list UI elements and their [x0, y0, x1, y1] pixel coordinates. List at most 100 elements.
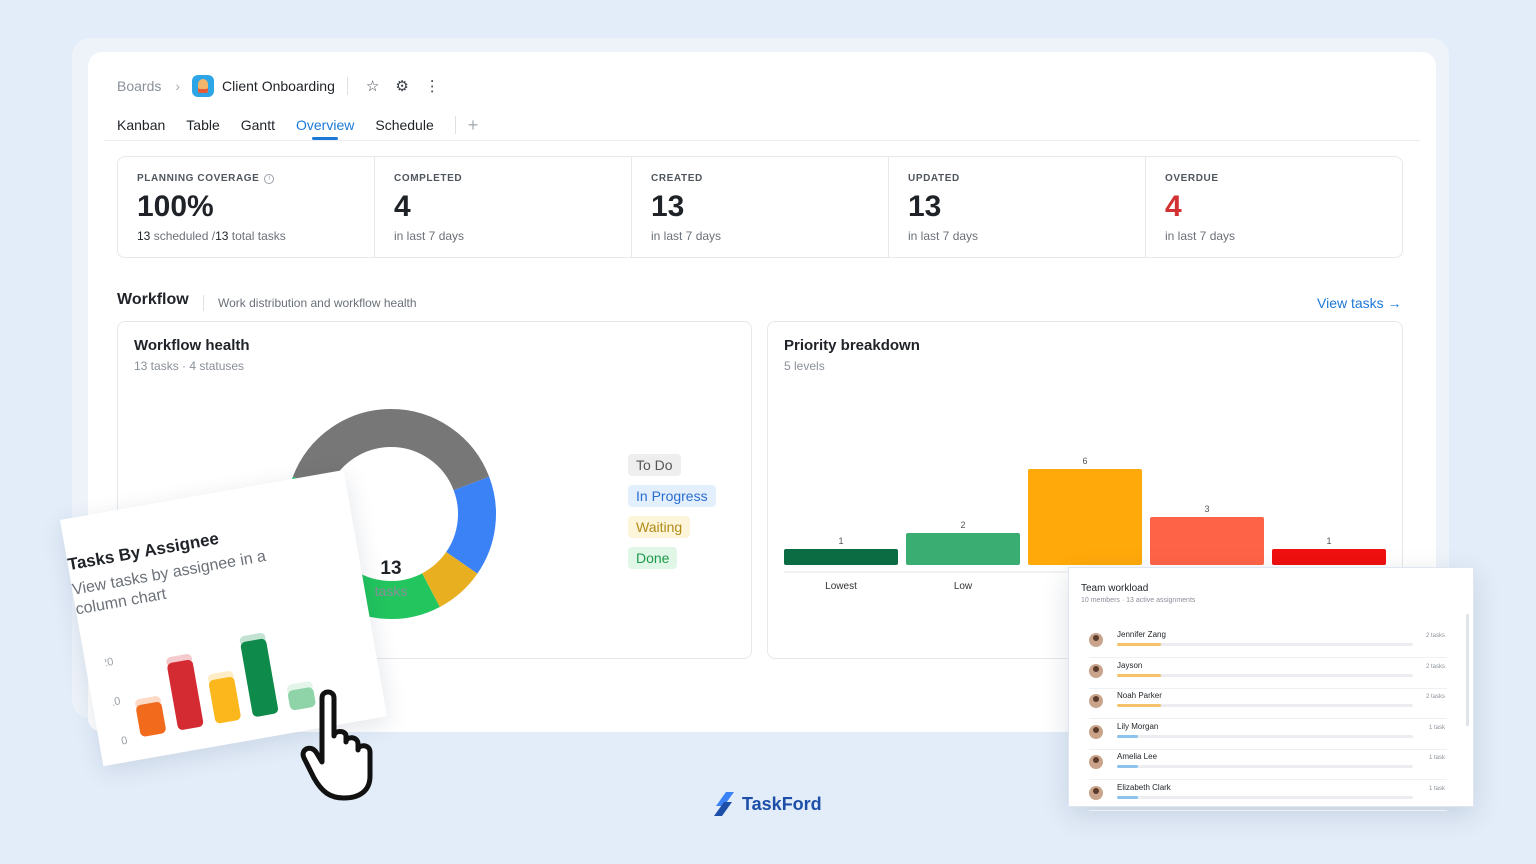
bar-value-label: 1 [838, 536, 843, 546]
legend-to-do[interactable]: To Do [628, 454, 681, 476]
brand-logo: TaskFord [712, 790, 822, 818]
member-task-count: 2 tasks [1425, 633, 1445, 639]
avatar [1089, 633, 1103, 647]
section-divider [203, 295, 204, 311]
workload-row[interactable]: Elizabeth Clark 1 task [1089, 781, 1447, 811]
avatar [1089, 755, 1103, 769]
stat-created: CREATED 13 in last 7 days [632, 157, 889, 257]
card-title: Workflow health [134, 337, 250, 354]
priority-bar[interactable] [1028, 469, 1142, 565]
brand-name: TaskFord [742, 793, 822, 814]
priority-bar-chart: 1 Lowest 2 Low 6 3 1 [784, 456, 1388, 592]
stats-row: PLANNING COVERAGE i 100% 13 scheduled /13… [117, 156, 1403, 258]
avatar [1089, 663, 1103, 678]
assignee-column-cap [207, 671, 234, 684]
member-task-count: 1 task [1428, 785, 1445, 792]
card-subtitle: 5 levels [784, 359, 825, 373]
tab-gantt[interactable]: Gantt [240, 117, 275, 133]
legend-waiting[interactable]: Waiting [628, 516, 691, 538]
priority-bar[interactable] [784, 549, 898, 565]
assignee-column [136, 702, 166, 737]
workload-track [1117, 643, 1413, 646]
assignee-column [240, 638, 279, 717]
stat-value: 13 [908, 190, 942, 223]
workload-scrollbar[interactable] [1466, 614, 1469, 726]
stat-value: 13 [651, 190, 685, 223]
workload-row[interactable]: Amelia Lee 1 task [1089, 750, 1447, 780]
member-name: Jennifer Zang [1117, 630, 1166, 639]
bar-value-label: 6 [1082, 456, 1087, 466]
bar-category-label: Low [954, 581, 973, 592]
member-task-count: 2 tasks [1425, 694, 1445, 700]
workload-row[interactable]: Jennifer Zang 2 tasks [1089, 628, 1447, 658]
donut-slice-in-progress[interactable] [445, 476, 496, 574]
stat-value: 4 [394, 190, 411, 223]
assignee-column [167, 659, 204, 730]
stat-subtext: in last 7 days [1165, 229, 1236, 243]
board-title: Client Onboarding [222, 78, 335, 94]
avatar [1089, 694, 1103, 708]
stat-value: 100% [137, 190, 214, 223]
stat-updated: UPDATED 13 in last 7 days [889, 157, 1146, 257]
bar-value-label: 2 [960, 520, 965, 530]
stat-overdue: OVERDUE 4 in last 7 days [1146, 157, 1402, 257]
assignee-column-cap [166, 654, 193, 667]
y-tick-label: 10 [107, 695, 121, 709]
workload-fill [1117, 734, 1138, 738]
view-tasks-link[interactable]: View tasks → [1317, 295, 1402, 311]
workload-track [1117, 704, 1413, 707]
workload-track [1117, 734, 1413, 738]
assignee-column [208, 676, 241, 724]
status-legend: To Do In Progress Waiting Done [628, 454, 716, 578]
workload-fill [1117, 673, 1162, 677]
stat-label: OVERDUE [1165, 173, 1219, 184]
share-settings-icon[interactable]: ⚙ [395, 78, 409, 95]
board-header: Boards › Client Onboarding ☆ ⚙ ⋮ [117, 74, 456, 98]
priority-bar[interactable] [1272, 549, 1386, 565]
star-icon[interactable]: ☆ [365, 78, 380, 95]
workload-row[interactable]: Jayson 2 tasks [1089, 659, 1447, 689]
workload-title: Team workload [1081, 583, 1149, 594]
legend-done[interactable]: Done [628, 547, 678, 569]
add-view-icon[interactable]: + [467, 114, 479, 135]
tab-schedule[interactable]: Schedule [375, 117, 434, 133]
workload-fill [1117, 765, 1138, 768]
avatar [1089, 785, 1103, 800]
more-options-icon[interactable]: ⋮ [424, 78, 440, 95]
stat-subtext: in last 7 days [394, 229, 465, 243]
stat-label: COMPLETED [394, 173, 463, 184]
workload-track [1117, 673, 1413, 677]
workload-row[interactable]: Noah Parker 2 tasks [1089, 689, 1447, 719]
member-name: Amelia Lee [1117, 752, 1158, 761]
view-tabs: Kanban Table Gantt Overview Schedule + [117, 114, 479, 140]
tabs-divider [454, 116, 456, 134]
assignee-column-cap [239, 632, 266, 646]
donut-slice-to-do[interactable] [292, 409, 490, 491]
bar-category-label: Lowest [825, 581, 857, 592]
member-name: Elizabeth Clark [1117, 782, 1171, 792]
section-title: Workflow [117, 291, 189, 308]
workload-row[interactable]: Lily Morgan 1 task [1089, 720, 1447, 750]
priority-bar[interactable] [906, 533, 1020, 565]
priority-bar[interactable] [1150, 517, 1264, 565]
assignee-column [287, 687, 316, 711]
breadcrumb-boards[interactable]: Boards [117, 78, 162, 94]
header-divider [346, 77, 348, 95]
workload-track [1117, 795, 1413, 799]
board-avatar-icon [192, 75, 215, 97]
donut-slice-waiting[interactable] [421, 551, 478, 607]
team-workload-card: Team workload 10 members · 13 active ass… [1068, 567, 1474, 811]
chevron-right-icon: › [175, 78, 181, 94]
info-icon[interactable]: i [264, 173, 275, 184]
tasks-by-assignee-card[interactable]: Tasks By Assignee View tasks by assignee… [60, 469, 388, 767]
stat-subtext: 13 scheduled /13 total tasks [137, 229, 286, 243]
legend-in-progress[interactable]: In Progress [628, 485, 716, 507]
stat-label: PLANNING COVERAGE [137, 173, 260, 184]
assignee-column-cap [135, 696, 161, 709]
member-name: Noah Parker [1117, 691, 1162, 700]
workload-fill [1117, 643, 1162, 646]
taskford-logo-icon [714, 792, 734, 816]
tab-table[interactable]: Table [186, 117, 220, 133]
tab-kanban[interactable]: Kanban [117, 117, 166, 133]
tab-overview[interactable]: Overview [296, 117, 355, 140]
